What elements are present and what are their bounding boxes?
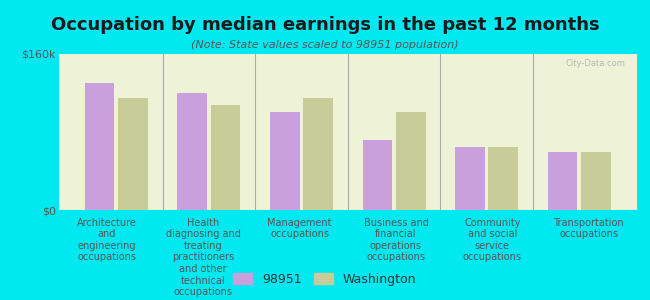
Bar [270, 112, 300, 210]
Bar [396, 112, 426, 210]
Bar [581, 152, 611, 210]
Text: Management
occupations: Management occupations [267, 218, 332, 239]
Text: Transportation
occupations: Transportation occupations [554, 218, 624, 239]
Bar [363, 140, 392, 210]
Bar [489, 147, 518, 210]
Text: City-Data.com: City-Data.com [566, 59, 625, 68]
Text: Architecture
and
engineering
occupations: Architecture and engineering occupations [77, 218, 136, 262]
Text: (Note: State values scaled to 98951 population): (Note: State values scaled to 98951 popu… [191, 40, 459, 50]
Bar [177, 93, 207, 210]
Bar [84, 83, 114, 210]
Text: Occupation by median earnings in the past 12 months: Occupation by median earnings in the pas… [51, 16, 599, 34]
Legend: 98951, Washington: 98951, Washington [228, 268, 422, 291]
Bar [118, 98, 148, 210]
Bar [548, 152, 577, 210]
Bar [455, 147, 485, 210]
Text: Community
and social
service
occupations: Community and social service occupations [463, 218, 522, 262]
Text: Business and
financial
operations
occupations: Business and financial operations occupa… [363, 218, 428, 262]
Bar [211, 105, 240, 210]
Bar [304, 98, 333, 210]
Text: Health
diagnosing and
treating
practitioners
and other
technical
occupations: Health diagnosing and treating practitio… [166, 218, 240, 297]
